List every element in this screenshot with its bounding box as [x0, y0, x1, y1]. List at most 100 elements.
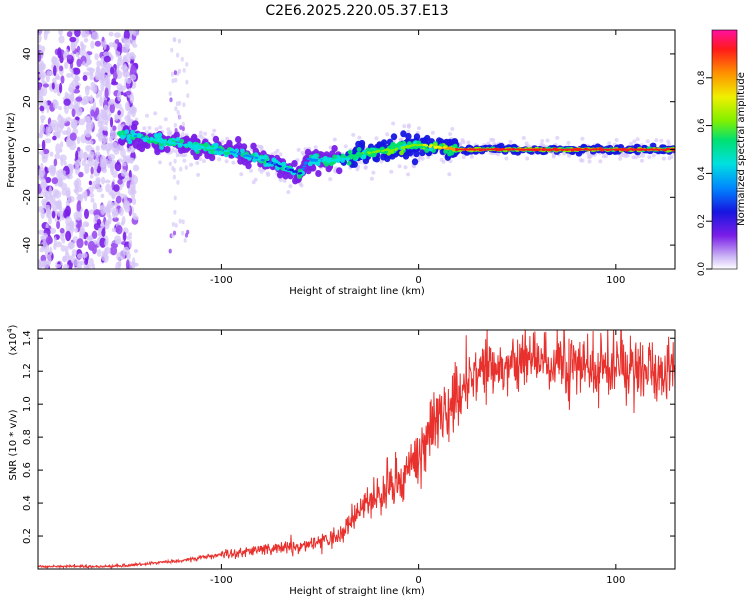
- ridge-outer-mark: [405, 132, 412, 140]
- ridge-peak-mark: [367, 152, 372, 154]
- halo-blob: [224, 159, 229, 164]
- y-tick-label: 1.2: [22, 363, 33, 379]
- spectrogram-panel: -100 0 100 40 20 0 -20 -40 Height of straight l…: [6, 29, 747, 297]
- ridge-outer-mark: [318, 151, 325, 159]
- halo-blob: [189, 162, 194, 167]
- noise-blob: [114, 238, 122, 245]
- ridge-mid-mark: [126, 136, 131, 142]
- snr-ticks: -100 0 100 1.4 1.2 1.0 0.8 0.6 0.4 0.2: [22, 330, 675, 586]
- halo-blob: [142, 126, 147, 131]
- colorbar-tick-label: 0.8: [697, 70, 707, 85]
- noise-blob: [96, 187, 103, 193]
- halo-blob: [343, 144, 348, 149]
- noise-blob: [173, 209, 177, 215]
- ridge-peak-mark: [224, 150, 229, 153]
- noise-blob: [88, 257, 94, 268]
- ridge-peak-mark: [141, 137, 145, 140]
- colorbar-tick-label: 0.0: [697, 262, 707, 277]
- noise-blob: [172, 167, 176, 173]
- colorbar: 0.0 0.2 0.4 0.6 0.8 Normalized spectral ampl…: [697, 29, 747, 277]
- noise-blob: [52, 77, 57, 84]
- noise-blob: [133, 215, 139, 221]
- noise-blob: [174, 77, 178, 83]
- ridge-peak-mark: [146, 137, 151, 140]
- ridge-outer-mark: [212, 135, 220, 143]
- ridge-peak-mark: [311, 158, 316, 161]
- halo-blob: [640, 158, 644, 163]
- noise-blob: [173, 195, 177, 201]
- ridge-mid-mark: [157, 132, 163, 138]
- noise-blob: [185, 62, 189, 67]
- noise-blob: [65, 187, 71, 198]
- noise-blob: [168, 248, 172, 254]
- ridge-mid-mark: [297, 174, 302, 180]
- halo-blob: [598, 159, 603, 164]
- noise-blob: [93, 161, 98, 171]
- noise-blob: [83, 37, 89, 43]
- noise-blob: [94, 53, 99, 61]
- halo-blob: [486, 141, 491, 146]
- noise-blob: [51, 55, 57, 65]
- noise-blob: [63, 263, 70, 269]
- ridge-peak-mark: [405, 144, 410, 147]
- halo-blob: [460, 138, 465, 143]
- noise-blob: [122, 38, 131, 43]
- noise-blob: [53, 65, 57, 77]
- noise-blob: [70, 44, 75, 52]
- halo-blob: [555, 135, 560, 140]
- noise-blob: [38, 95, 44, 106]
- noise-blob: [112, 210, 118, 219]
- halo-blob: [154, 127, 159, 132]
- noise-blob: [63, 160, 67, 166]
- ridge-outer-mark: [325, 165, 332, 173]
- x-tick-label: -100: [210, 575, 233, 586]
- noise-blob: [41, 155, 48, 163]
- halo-blob: [489, 137, 494, 142]
- halo-blob: [661, 156, 666, 161]
- noise-blob: [80, 228, 86, 235]
- noise-blob: [172, 230, 177, 236]
- noise-blob: [106, 113, 111, 122]
- halo-blob: [182, 158, 187, 163]
- noise-blob: [74, 227, 79, 234]
- noise-blob: [108, 153, 115, 161]
- noise-blob: [105, 183, 112, 193]
- y-tick-label: -40: [22, 237, 33, 253]
- ridge-peak-mark: [254, 156, 259, 159]
- ridge-outer-mark: [355, 140, 362, 148]
- noise-blob: [84, 208, 89, 219]
- halo-blob: [371, 170, 376, 175]
- ridge-mid-mark: [346, 160, 352, 166]
- ridge-outer-mark: [405, 147, 412, 155]
- ridge-mid-mark: [332, 154, 337, 160]
- noise-blob: [181, 230, 185, 236]
- halo-blob: [122, 162, 127, 167]
- noise-blob: [123, 66, 129, 73]
- noise-blob: [62, 130, 69, 135]
- noise-blob: [103, 61, 111, 69]
- noise-blob: [58, 113, 62, 119]
- noise-blob: [111, 227, 117, 233]
- halo-blob: [300, 150, 305, 155]
- halo-blob: [635, 137, 640, 142]
- noise-blob: [176, 180, 180, 185]
- noise-blob: [63, 98, 71, 106]
- snr-frame: [37, 329, 676, 570]
- noise-blob: [103, 39, 107, 51]
- halo-blob: [313, 145, 318, 150]
- x-tick-label: 0: [415, 575, 421, 586]
- noise-blob: [128, 158, 134, 164]
- halo-blob: [450, 127, 455, 131]
- halo-blob: [618, 156, 623, 161]
- noise-blob: [99, 162, 107, 173]
- noise-blob: [104, 87, 109, 99]
- noise-blob: [168, 161, 172, 167]
- noise-blob: [88, 140, 94, 145]
- halo-blob: [539, 142, 544, 147]
- noise-blob: [99, 237, 107, 248]
- halo-blob: [540, 139, 545, 143]
- ridge-outer-mark: [424, 134, 431, 142]
- halo-blob: [220, 139, 225, 144]
- halo-blob: [406, 129, 411, 134]
- noise-blob: [68, 83, 75, 94]
